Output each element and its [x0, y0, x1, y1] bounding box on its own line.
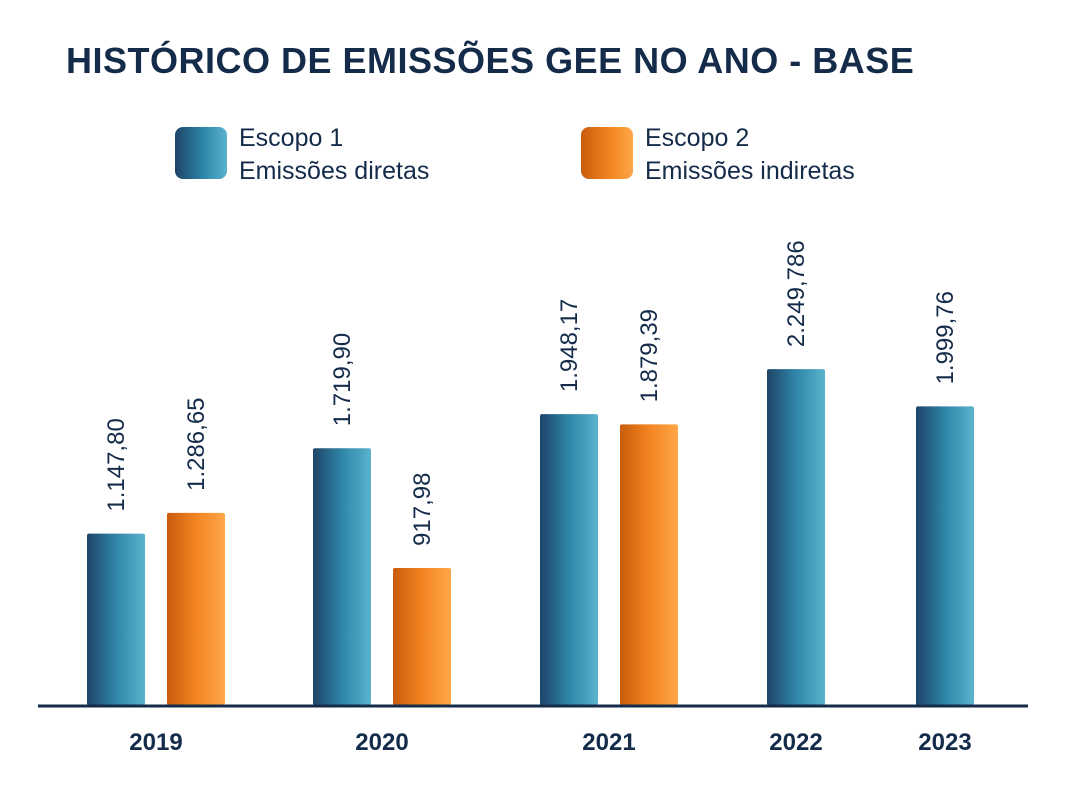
x-tick-label-2020: 2020 [355, 729, 408, 756]
bar-escopo-1-2021 [540, 414, 598, 705]
value-label-escopo-1-2022: 2.249,786 [783, 240, 810, 347]
bar-escopo-2-2020 [393, 567, 451, 705]
legend-label-escopo-2: Escopo 2 [645, 124, 750, 152]
value-label-escopo-1-2021: 1.948,17 [556, 299, 583, 392]
legend-swatch-escopo-1 [175, 127, 227, 179]
value-label-escopo-2-2020: 917,98 [409, 473, 436, 546]
x-tick-label-2023: 2023 [918, 729, 971, 756]
value-label-escopo-1-2019: 1.147,80 [103, 418, 130, 511]
x-tick-label-2019: 2019 [129, 729, 182, 756]
bar-escopo-2-2021 [620, 424, 678, 705]
value-label-escopo-1-2020: 1.719,90 [329, 333, 356, 426]
value-label-escopo-2-2021: 1.879,39 [636, 309, 663, 402]
bar-escopo-1-2020 [313, 448, 371, 705]
bar-escopo-1-2022 [767, 369, 825, 705]
legend-sublabel-escopo-1: Emissões diretas [239, 157, 430, 185]
value-label-escopo-2-2019: 1.286,65 [183, 397, 210, 490]
legend-label-escopo-1: Escopo 1 [239, 124, 344, 152]
x-tick-label-2022: 2022 [769, 729, 822, 756]
value-label-escopo-1-2023: 1.999,76 [932, 291, 959, 384]
bar-escopo-1-2023 [916, 406, 974, 705]
x-tick-label-2021: 2021 [582, 729, 635, 756]
bar-escopo-1-2019 [87, 533, 145, 705]
chart-title: HISTÓRICO DE EMISSÕES GEE NO ANO - BASE [66, 40, 915, 81]
bar-escopo-2-2019 [167, 512, 225, 705]
legend-sublabel-escopo-2: Emissões indiretas [645, 157, 855, 185]
legend-swatch-escopo-2 [581, 127, 633, 179]
